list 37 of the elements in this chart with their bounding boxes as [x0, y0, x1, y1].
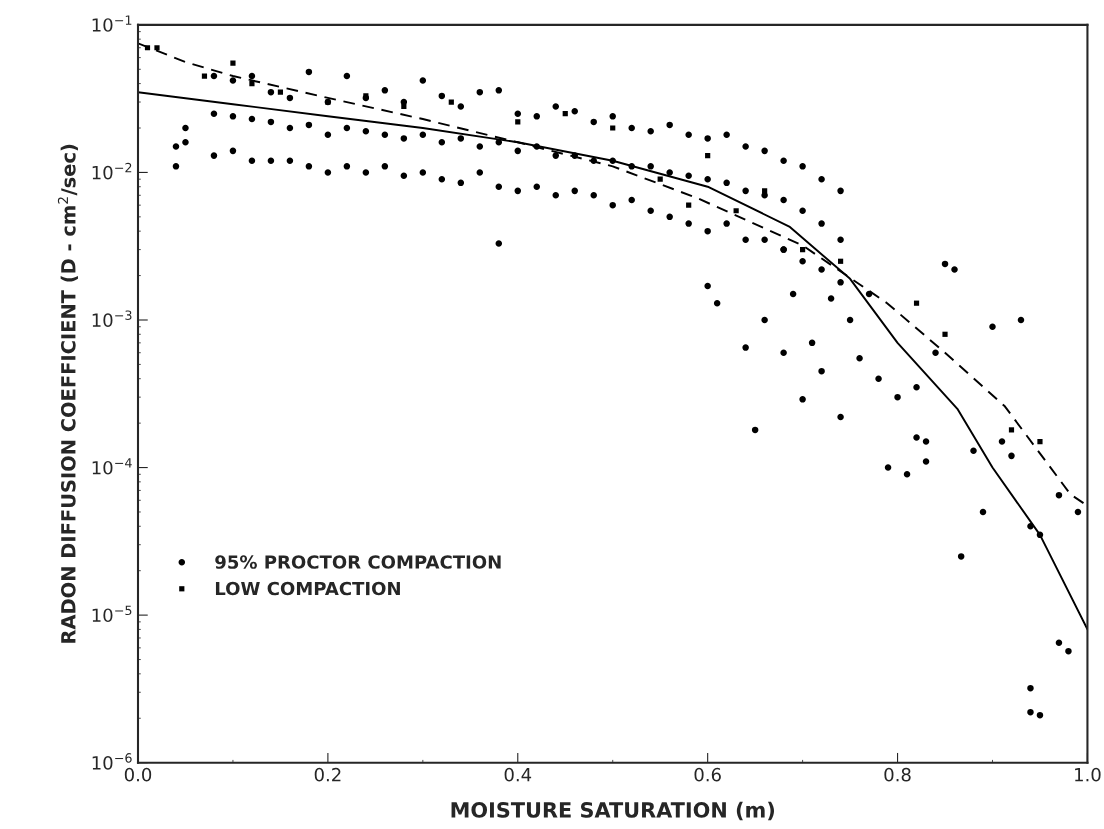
x-tick-label: 0.2	[314, 767, 341, 782]
point	[401, 103, 407, 110]
point	[762, 188, 768, 194]
point	[657, 176, 663, 182]
point	[686, 202, 692, 208]
point	[837, 258, 844, 264]
x-axis-title: MOISTURE SATURATION (m)	[451, 801, 775, 821]
y-tick-label: 10$^{−5}$	[92, 605, 132, 623]
point	[230, 60, 236, 66]
point	[277, 89, 284, 95]
y-tick-label: 10$^{−2}$	[92, 162, 132, 180]
y-tick-label: 10$^{−3}$	[92, 310, 132, 327]
point	[942, 331, 948, 337]
x-tick-label: 0.4	[504, 767, 532, 782]
legend-label: 95% PROCTOR COMPACTION	[215, 555, 501, 569]
x-tick-label: 1.0	[1075, 767, 1101, 782]
point	[325, 99, 331, 105]
y-axis-title: RADON DIFFUSION COEFFICIENT (D - cm$^{2}$/sec)	[57, 144, 78, 643]
legend-label: LOW COMPACTION	[215, 581, 400, 596]
point	[515, 119, 521, 125]
point	[1037, 438, 1043, 445]
x-tick-label: 0.6	[694, 767, 721, 782]
point	[610, 125, 616, 131]
point	[562, 111, 568, 117]
point	[201, 73, 208, 79]
y-tick-label: 10$^{−4}$	[92, 458, 132, 475]
point	[733, 208, 739, 214]
x-tick-label: 0.8	[884, 767, 911, 782]
point	[249, 80, 255, 87]
point	[800, 246, 806, 253]
point	[913, 300, 920, 306]
point	[1008, 427, 1015, 433]
point	[448, 99, 454, 105]
point	[705, 153, 711, 159]
y-tick-label: 10$^{−1}$	[92, 15, 132, 32]
point	[154, 45, 160, 51]
x-tick-label: 0.0	[124, 767, 152, 782]
